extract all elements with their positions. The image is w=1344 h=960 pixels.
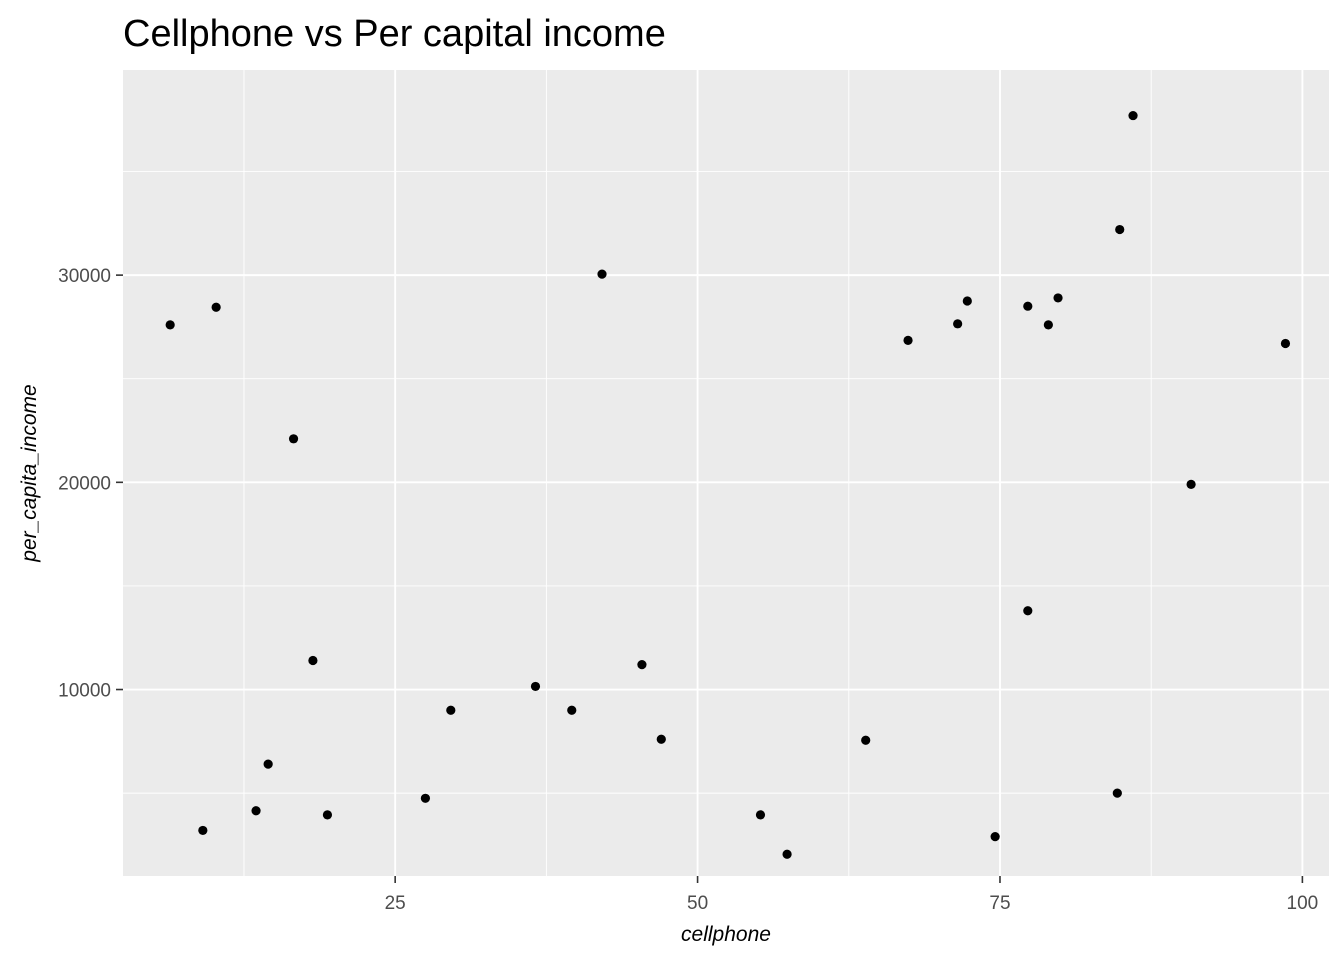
data-point bbox=[530, 681, 541, 692]
data-point bbox=[1280, 338, 1291, 349]
data-point bbox=[782, 849, 792, 859]
data-point bbox=[420, 793, 431, 803]
data-point bbox=[198, 825, 208, 836]
x-tick-label: 25 bbox=[385, 893, 406, 914]
data-point bbox=[953, 319, 963, 329]
plot-panel bbox=[123, 70, 1329, 876]
data-points bbox=[165, 110, 1291, 859]
data-point bbox=[288, 434, 299, 444]
y-tick-label: 10000 bbox=[58, 681, 111, 702]
x-tick-label: 50 bbox=[687, 893, 708, 914]
data-point bbox=[1128, 110, 1138, 121]
data-point bbox=[567, 705, 577, 715]
y-tick-label: 20000 bbox=[58, 473, 111, 494]
major-gridlines bbox=[123, 70, 1329, 876]
data-point bbox=[861, 735, 871, 745]
x-axis-label: cellphone bbox=[681, 923, 771, 946]
data-point bbox=[597, 269, 607, 279]
data-point bbox=[308, 655, 318, 666]
data-point bbox=[165, 320, 175, 330]
y-axis-label: per_capita_income bbox=[18, 384, 41, 562]
data-point bbox=[755, 810, 766, 820]
x-tick-label: 100 bbox=[1287, 893, 1319, 914]
y-tick-label: 30000 bbox=[58, 266, 111, 287]
data-point bbox=[990, 832, 1000, 842]
data-point bbox=[1043, 320, 1053, 330]
data-point bbox=[1023, 301, 1033, 311]
data-point bbox=[903, 335, 913, 345]
data-point bbox=[446, 705, 456, 715]
data-point bbox=[1023, 606, 1033, 616]
data-point bbox=[1186, 479, 1196, 489]
data-point bbox=[263, 759, 273, 769]
chart-title: Cellphone vs Per capital income bbox=[123, 13, 666, 55]
minor-gridlines bbox=[123, 70, 1329, 876]
data-point bbox=[637, 660, 647, 670]
data-point bbox=[322, 810, 333, 820]
x-tick-label: 75 bbox=[989, 893, 1010, 914]
data-point bbox=[251, 806, 261, 816]
data-point bbox=[1112, 788, 1122, 798]
x-axis-ticks: 25 50 75 100 bbox=[385, 876, 1319, 914]
data-point bbox=[211, 302, 221, 312]
data-point bbox=[1053, 293, 1063, 303]
data-point bbox=[962, 296, 972, 306]
data-point bbox=[1115, 224, 1125, 235]
y-axis-ticks: 10000 20000 30000 bbox=[58, 266, 123, 702]
data-point bbox=[656, 734, 666, 744]
